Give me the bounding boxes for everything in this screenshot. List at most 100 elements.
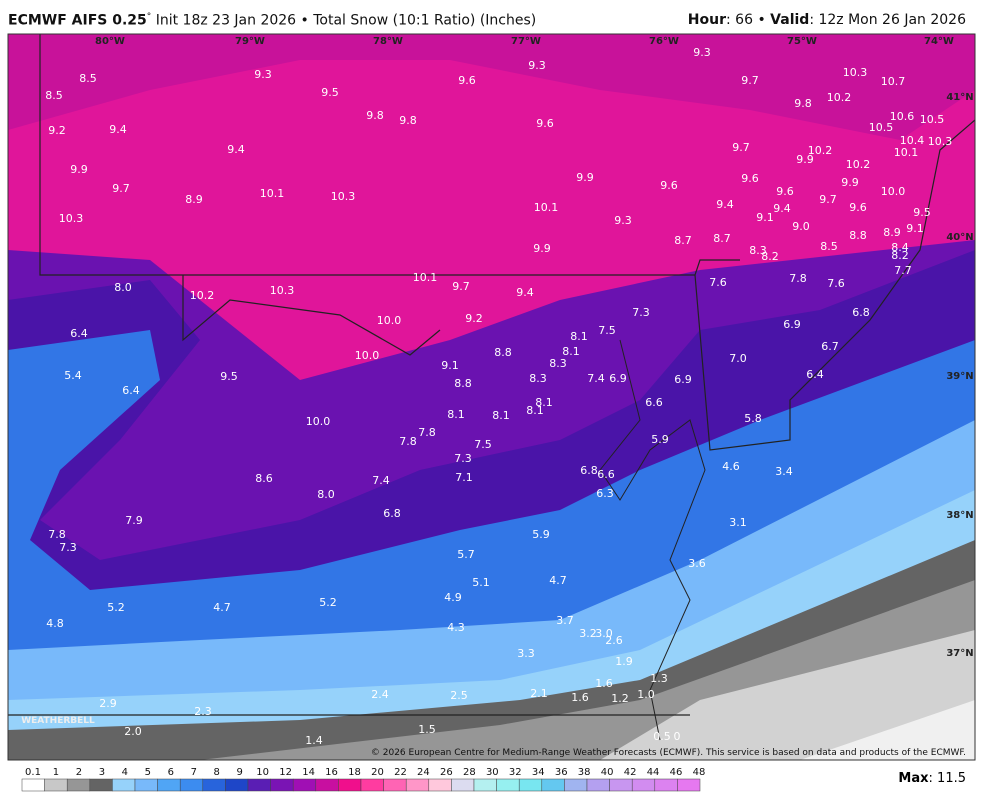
- snow-value: 7.9: [125, 514, 143, 527]
- snow-value: 10.1: [534, 201, 559, 214]
- snow-value: 1.9: [615, 655, 633, 668]
- snow-value: 8.0: [114, 281, 132, 294]
- colorbar-label: 1: [53, 767, 59, 778]
- colorbar-label: 5: [145, 767, 151, 778]
- model: ECMWF AIFS 0.25: [8, 12, 147, 29]
- lon-label: 80°W: [95, 36, 125, 47]
- snow-value: 4.6: [722, 460, 740, 473]
- snow-value: 9.6: [849, 201, 867, 214]
- snow-value: 6.3: [596, 487, 614, 500]
- colorbar-label: 10: [256, 767, 269, 778]
- snow-value: 8.2: [891, 249, 909, 262]
- snow-value: 6.4: [122, 384, 140, 397]
- info: Init 18z 23 Jan 2026 • Total Snow (10:1 …: [155, 12, 537, 29]
- snow-value: 8.5: [45, 89, 63, 102]
- colorbar-swatch: [179, 778, 204, 792]
- snow-value: 8.8: [849, 229, 867, 242]
- snow-value: 6.4: [70, 327, 88, 340]
- colorbar-label: 38: [578, 767, 591, 778]
- colorbar-swatch: [654, 778, 678, 792]
- header: ECMWF AIFS 0.25° Init 18z 23 Jan 2026 • …: [8, 12, 536, 29]
- snow-value: 2.5: [450, 689, 468, 702]
- snow-value: 8.1: [447, 408, 465, 421]
- hour: : 66 •: [726, 12, 766, 28]
- snow-value: 9.3: [528, 59, 546, 72]
- snow-value: 9.9: [576, 171, 594, 184]
- watermark: WEATHERBELL: [21, 716, 95, 726]
- valid-label: Valid: [770, 12, 810, 28]
- snow-value: 9.3: [693, 46, 711, 59]
- snow-value: 3.1: [729, 516, 747, 529]
- snow-value: 3.3: [517, 647, 535, 660]
- snow-value: 8.1: [526, 404, 544, 417]
- snow-value: 10.2: [827, 91, 852, 104]
- degree: °: [146, 12, 152, 22]
- snow-value: 4.7: [213, 601, 231, 614]
- colorbar-label: 2: [76, 767, 82, 778]
- lat-label: 37°N: [946, 648, 973, 659]
- max-label: Max: [898, 771, 929, 786]
- snow-value: 10.5: [920, 113, 945, 126]
- colorbar-label: 24: [417, 767, 430, 778]
- snow-value: 5.2: [319, 596, 337, 609]
- snow-value: 9.4: [516, 286, 534, 299]
- snow-value: 10.7: [881, 75, 906, 88]
- snow-value: 10.0: [881, 185, 906, 198]
- snow-value: 9.9: [796, 153, 814, 166]
- snow-value: 1.3: [650, 672, 668, 685]
- colorbar-swatch: [360, 778, 384, 792]
- snow-value: 9.0: [792, 220, 810, 233]
- snow-value: 7.0: [729, 352, 747, 365]
- snow-value: 7.6: [709, 276, 727, 289]
- snow-value: 8.8: [454, 377, 472, 390]
- snow-value: 4.9: [444, 591, 462, 604]
- snow-value: 7.3: [632, 306, 650, 319]
- colorbar-swatch: [586, 778, 610, 792]
- colorbar: 0.1 1 2 3 4 5 6 7 8 9 10 12 14 16 18 20 22 24 26 28 30 32 34 36…: [21, 767, 705, 792]
- snow-value: 3.7: [556, 614, 574, 627]
- snow-value: 10.0: [306, 415, 331, 428]
- snow-value: 7.1: [455, 471, 473, 484]
- colorbar-label: 32: [509, 767, 522, 778]
- lat-label: 39°N: [946, 371, 973, 382]
- snow-value: 10.2: [808, 144, 833, 157]
- snow-value: 10.1: [894, 146, 919, 159]
- snow-value: 2.6: [605, 634, 623, 647]
- snow-value: 9.8: [366, 109, 384, 122]
- colorbar-swatch: [405, 778, 430, 792]
- colorbar-swatch: [677, 778, 701, 792]
- snow-value: 9.7: [741, 74, 759, 87]
- snow-value: 6.9: [674, 373, 692, 386]
- snow-value: 5.7: [457, 548, 475, 561]
- snow-value: 10.0: [355, 349, 380, 362]
- colorbar-label: 18: [348, 767, 361, 778]
- snow-value: 9.1: [756, 211, 774, 224]
- colorbar-swatch: [541, 778, 565, 792]
- snow-value: 9.7: [732, 141, 750, 154]
- snow-value: 3.4: [775, 465, 793, 478]
- colorbar-swatch: [473, 778, 497, 792]
- snow-value: 8.3: [529, 372, 547, 385]
- colorbar-label: 9: [237, 767, 243, 778]
- snow-value: 10.1: [260, 187, 285, 200]
- snow-value: 8.9: [883, 226, 901, 239]
- snow-value: 3.2: [579, 627, 597, 640]
- colorbar-swatch: [609, 778, 633, 792]
- snow-value: 4.8: [46, 617, 64, 630]
- snow-value: 5.9: [651, 433, 669, 446]
- snow-value: 1.5: [418, 723, 436, 736]
- max-value: : 11.5: [928, 771, 966, 786]
- snow-field: [8, 34, 975, 760]
- snow-value: 9.2: [48, 124, 66, 137]
- snow-value: 9.4: [773, 202, 791, 215]
- snow-value: 8.1: [492, 409, 510, 422]
- snow-value: 9.9: [841, 176, 859, 189]
- snow-value: 7.8: [48, 528, 66, 541]
- snow-value: 8.5: [79, 72, 97, 85]
- colorbar-swatch: [428, 778, 452, 792]
- snow-value: 9.6: [458, 74, 476, 87]
- snow-value: 5.9: [532, 528, 550, 541]
- snow-value: 9.3: [614, 214, 632, 227]
- colorbar-label: 4: [122, 767, 128, 778]
- header-right: Hour: 66 • Valid: 12z Mon 26 Jan 2026: [688, 12, 966, 28]
